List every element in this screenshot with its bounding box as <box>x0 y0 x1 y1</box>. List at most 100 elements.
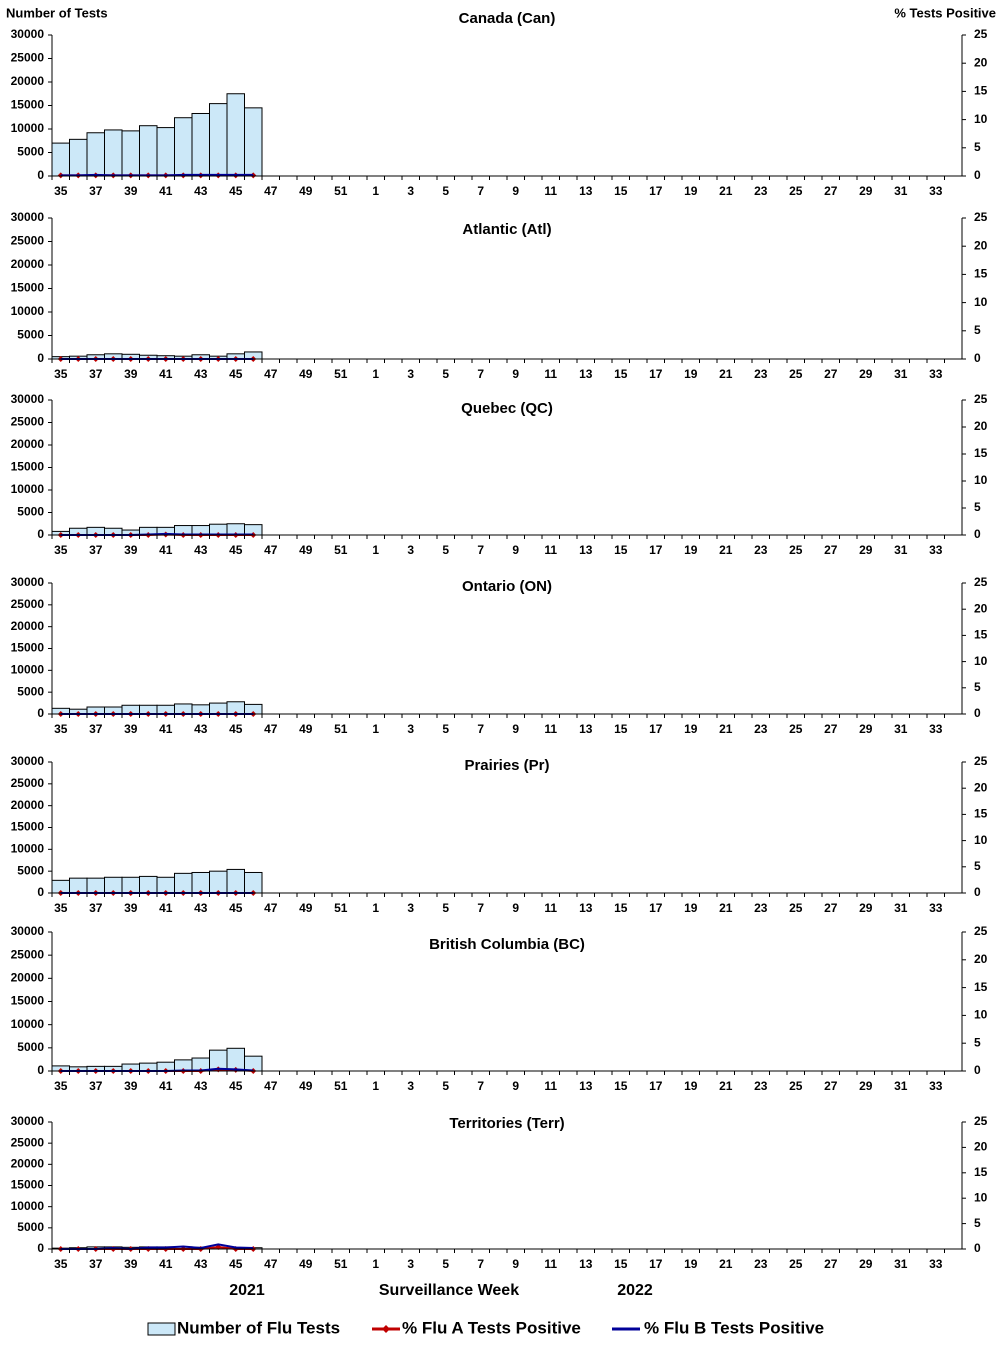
x-tick-label: 21 <box>719 184 733 198</box>
x-tick-label: 9 <box>512 184 519 198</box>
x-tick-label: 15 <box>614 1257 628 1271</box>
x-tick-label: 39 <box>124 1079 138 1093</box>
x-tick-label: 5 <box>442 1257 449 1271</box>
x-tick-label: 29 <box>859 367 873 381</box>
x-tick-label: 1 <box>372 1257 379 1271</box>
y-tick-label: 25000 <box>11 947 45 961</box>
x-tick-label: 9 <box>512 543 519 557</box>
x-tick-label: 51 <box>334 184 348 198</box>
x-tick-label: 25 <box>789 901 803 915</box>
y-tick-label: 10000 <box>11 1017 45 1031</box>
x-tick-label: 43 <box>194 184 208 198</box>
y-tick-label: 20000 <box>11 971 45 985</box>
bar <box>244 107 263 177</box>
x-tick-label: 29 <box>859 184 873 198</box>
y2-tick-label: 15 <box>974 267 988 281</box>
y-tick-label: 30000 <box>11 924 45 938</box>
x-tick-label: 7 <box>477 184 484 198</box>
bar <box>174 117 193 177</box>
x-tick-label: 1 <box>372 722 379 736</box>
line <box>60 173 254 177</box>
y-tick-label: 25000 <box>11 776 45 790</box>
y2-tick-label: 10 <box>974 473 988 487</box>
x-tick-label: 15 <box>614 543 628 557</box>
x-tick-label: 49 <box>299 1257 313 1271</box>
x-tick-label: 49 <box>299 901 313 915</box>
x-tick-label: 11 <box>544 722 557 736</box>
x-tick-label: 49 <box>299 184 313 198</box>
x-tick-label: 51 <box>334 543 348 557</box>
x-tick-label: 39 <box>124 901 138 915</box>
legend-label: Number of Flu Tests <box>177 1318 340 1337</box>
x-tick-label: 33 <box>929 367 943 381</box>
bar <box>69 138 88 177</box>
year-label: 2022 <box>617 1282 653 1299</box>
y2-tick-label: 0 <box>974 706 981 720</box>
x-tick-label: 45 <box>229 722 243 736</box>
x-tick-label: 35 <box>54 901 68 915</box>
y-tick-label: 10000 <box>11 482 45 496</box>
y-tick-label: 5000 <box>17 684 44 698</box>
x-tick-label: 7 <box>477 1257 484 1271</box>
x-tick-label: 47 <box>264 1257 278 1271</box>
y-tick-label: 5000 <box>17 328 44 342</box>
x-tick-label: 29 <box>859 543 873 557</box>
x-tick-label: 3 <box>407 722 414 736</box>
x-tick-label: 41 <box>159 722 173 736</box>
x-tick-label: 9 <box>512 1079 519 1093</box>
y2-tick-label: 0 <box>974 351 981 365</box>
y-tick-label: 5000 <box>17 1220 44 1234</box>
x-tick-label: 37 <box>89 901 103 915</box>
x-tick-label: 7 <box>477 543 484 557</box>
x-tick-label: 21 <box>719 722 733 736</box>
y2-tick-label: 15 <box>974 84 988 98</box>
x-tick-label: 43 <box>194 367 208 381</box>
x-tick-label: 9 <box>512 367 519 381</box>
x-tick-label: 21 <box>719 367 733 381</box>
y-tick-label: 30000 <box>11 1114 45 1128</box>
x-tick-label: 13 <box>579 184 593 198</box>
bar <box>191 112 210 177</box>
y2-tick-label: 20 <box>974 601 988 615</box>
y-tick-label: 5000 <box>17 863 44 877</box>
x-tick-label: 11 <box>544 1079 557 1093</box>
y2-tick-label: 5 <box>974 500 981 514</box>
y-tick-label: 0 <box>37 1063 44 1077</box>
y-tick-label: 15000 <box>11 1178 45 1192</box>
x-tick-label: 37 <box>89 367 103 381</box>
x-tick-label: 49 <box>299 1079 313 1093</box>
x-tick-label: 47 <box>264 543 278 557</box>
x-tick-label: 5 <box>442 543 449 557</box>
x-tick-label: 11 <box>544 184 557 198</box>
x-tick-label: 13 <box>579 901 593 915</box>
x-tick-label: 1 <box>372 901 379 915</box>
bar <box>51 142 70 177</box>
bar <box>209 870 228 894</box>
x-tick-label: 9 <box>512 1257 519 1271</box>
panel-title: Prairies (Pr) <box>464 757 549 774</box>
x-tick-label: 9 <box>512 722 519 736</box>
year-label: 2021 <box>229 1282 265 1299</box>
x-tick-label: 23 <box>754 722 768 736</box>
y2-tick-label: 10 <box>974 1008 988 1022</box>
y2-tick-label: 25 <box>974 1114 988 1128</box>
y2-tick-label: 15 <box>974 1165 988 1179</box>
x-tick-label: 5 <box>442 1079 449 1093</box>
x-tick-label: 5 <box>442 184 449 198</box>
x-tick-label: 41 <box>159 901 173 915</box>
y-tick-label: 30000 <box>11 575 45 589</box>
x-tick-label: 33 <box>929 543 943 557</box>
x-tick-label: 25 <box>789 543 803 557</box>
x-tick-label: 1 <box>372 1079 379 1093</box>
y-tick-label: 20000 <box>11 798 45 812</box>
x-tick-label: 43 <box>194 1257 208 1271</box>
x-tick-label: 13 <box>579 543 593 557</box>
y2-tick-label: 15 <box>974 446 988 460</box>
y-tick-label: 25000 <box>11 234 45 248</box>
x-tick-label: 3 <box>407 184 414 198</box>
x-tick-label: 37 <box>89 722 103 736</box>
x-tick-label: 35 <box>54 1079 68 1093</box>
y2-tick-label: 25 <box>974 924 988 938</box>
panel-title: Territories (Terr) <box>449 1115 564 1132</box>
x-tick-label: 39 <box>124 184 138 198</box>
